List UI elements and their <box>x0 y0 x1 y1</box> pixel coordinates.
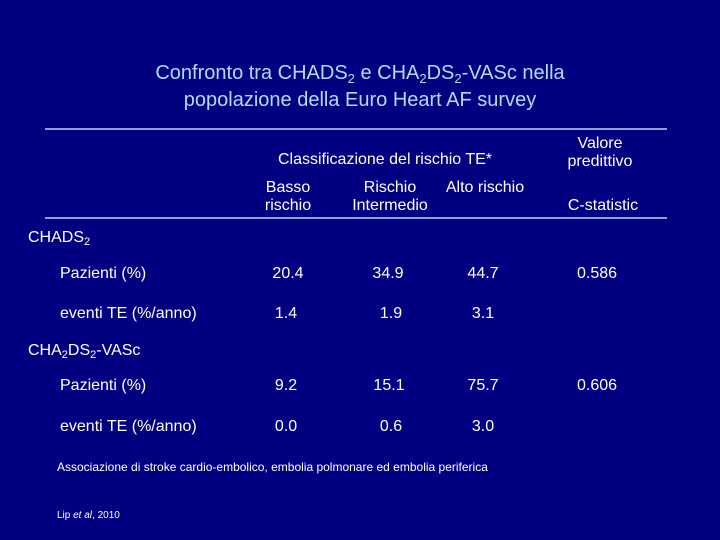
row-label: eventi TE (%/anno) <box>60 305 197 322</box>
row-label: Pazienti (%) <box>60 265 147 282</box>
table-top-rule <box>45 128 667 130</box>
cell-low: 9.2 <box>274 377 298 394</box>
section-subscript: 2 <box>84 236 91 248</box>
section-subscript: 2 <box>61 349 68 361</box>
low-risk-header: Basso rischio <box>264 179 312 214</box>
slide-title: Confronto tra CHADS2 e CHA2DS2-VASc nell… <box>0 60 720 114</box>
title-line-2: popolazione della Euro Heart AF survey <box>183 89 537 111</box>
cell-high: 44.7 <box>467 265 499 282</box>
row-label: eventi TE (%/anno) <box>60 418 197 435</box>
citation-text: Lip <box>57 510 74 521</box>
section-chads2: CHADS2 <box>28 229 91 248</box>
title-text: e CHA <box>354 62 420 84</box>
row-label: Pazienti (%) <box>60 377 147 394</box>
title-subscript: 2 <box>347 71 355 86</box>
table-header-rule <box>45 217 667 219</box>
citation-text: , 2010 <box>92 510 120 521</box>
cell-mid: 1.9 <box>379 305 403 322</box>
title-text: Confronto tra CHADS <box>155 62 348 84</box>
cell-high: 3.0 <box>471 418 495 435</box>
cell-low: 1.4 <box>274 305 298 322</box>
cell-c-statistic: 0.586 <box>576 265 618 282</box>
cell-low: 0.0 <box>274 418 298 435</box>
cell-c-statistic: 0.606 <box>576 377 618 394</box>
cell-high: 75.7 <box>467 377 499 394</box>
intermediate-risk-header: Rischio Intermedio <box>352 179 428 214</box>
cell-mid: 0.6 <box>379 418 403 435</box>
section-name: CHA <box>28 342 62 359</box>
title-subscript: 2 <box>419 71 427 86</box>
section-subscript: 2 <box>90 349 97 361</box>
title-text: -VASc nella <box>461 62 565 84</box>
c-statistic-header: C-statistic <box>567 197 639 214</box>
section-name: CHADS <box>28 229 85 246</box>
cell-mid: 34.9 <box>372 265 404 282</box>
footnote: Associazione di stroke cardio-embolico, … <box>57 460 488 474</box>
title-line-1: Confronto tra CHADS2 e CHA2DS2-VASc nell… <box>0 60 720 87</box>
cell-high: 3.1 <box>471 305 495 322</box>
cell-mid: 15.1 <box>373 377 405 394</box>
section-name: DS <box>67 342 91 359</box>
section-name: -VASc <box>96 342 141 359</box>
title-text: DS <box>426 62 455 84</box>
predictive-value-header: Valore predittivo <box>567 135 633 170</box>
citation-italic: et al <box>73 510 93 521</box>
high-risk-header: Alto rischio <box>445 179 525 196</box>
section-cha2ds2-vasc: CHA2DS2-VASc <box>28 342 141 361</box>
citation: Lip et al, 2010 <box>57 510 120 521</box>
title-subscript: 2 <box>454 71 462 86</box>
cell-low: 20.4 <box>272 265 304 282</box>
risk-classification-header: Classificazione del rischio TE* <box>277 151 492 168</box>
